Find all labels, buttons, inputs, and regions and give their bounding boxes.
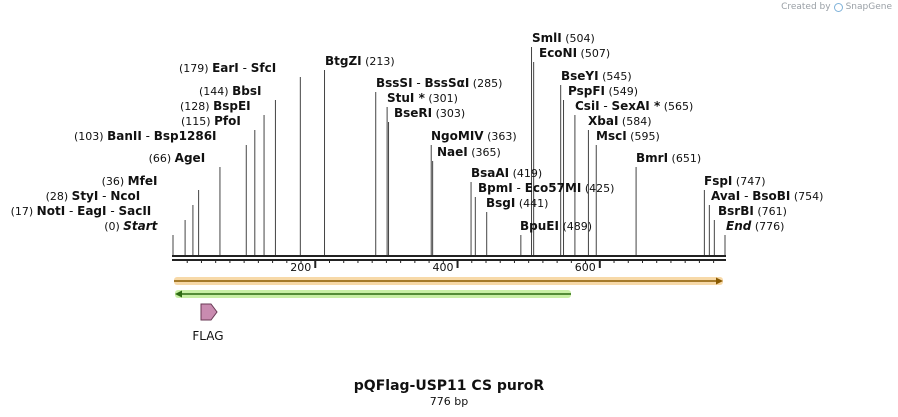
site-label-23[interactable]: (28) StyI - NcoI xyxy=(46,189,141,203)
site-label-5[interactable]: BssSI - BssSαI (285) xyxy=(376,76,502,90)
site-labels: SmlI (504)EcoNI (507) (179) EarI - SfcI Bt… xyxy=(11,31,824,233)
site-label-14[interactable]: (103) BanII - Bsp1286I xyxy=(74,129,217,143)
green-feature-arrow[interactable] xyxy=(175,290,571,298)
ruler-label-600: 600 xyxy=(575,261,596,274)
credit-app-name: SnapGene xyxy=(845,2,892,12)
site-label-29[interactable]: (0) Start xyxy=(104,219,158,233)
site-label-16[interactable]: MscI (595) xyxy=(596,129,660,143)
site-label-12[interactable]: XbaI (584) xyxy=(588,114,651,128)
ruler: 200 400 600 xyxy=(186,261,715,274)
orange-feature-arrow[interactable] xyxy=(174,277,723,285)
site-label-10[interactable]: (128) BspEI xyxy=(180,99,251,113)
site-label-15[interactable]: NgoMIV (363) xyxy=(431,129,517,143)
site-label-31[interactable]: End (776) xyxy=(726,219,784,233)
site-label-20[interactable]: BsaAI (419) xyxy=(471,166,542,180)
site-label-26[interactable]: BsgI (441) xyxy=(486,196,548,210)
snapgene-credit: Created by SnapGene xyxy=(781,2,892,12)
ruler-label-400: 400 xyxy=(433,261,454,274)
site-label-17[interactable]: NaeI (365) xyxy=(437,145,501,159)
map-title: pQFlag-USP11 CS puroR xyxy=(354,378,545,394)
site-label-21[interactable]: (36) MfeI xyxy=(102,174,158,188)
site-label-22[interactable]: FspI (747) xyxy=(704,174,765,188)
site-label-19[interactable]: BmrI (651) xyxy=(636,151,701,165)
site-lines xyxy=(172,47,726,255)
snapgene-logo-icon xyxy=(833,2,843,12)
site-label-9[interactable]: CsiI - SexAI * (565) xyxy=(575,99,693,113)
site-label-1[interactable]: EcoNI (507) xyxy=(539,46,610,60)
site-label-24[interactable]: BpmI - Eco57MI (425) xyxy=(478,181,614,195)
site-label-2[interactable]: (179) EarI - SfcI xyxy=(179,61,276,75)
site-label-7[interactable]: (144) BbsI xyxy=(199,84,261,98)
flag-feature[interactable]: FLAG xyxy=(192,303,224,343)
site-label-3[interactable]: BtgZI (213) xyxy=(325,54,395,68)
ruler-label-200: 200 xyxy=(290,261,311,274)
site-label-0[interactable]: SmlI (504) xyxy=(532,31,595,45)
site-label-13[interactable]: (115) PfoI xyxy=(181,114,241,128)
credit-created-by: Created by xyxy=(781,2,831,12)
site-label-28[interactable]: BsrBI (761) xyxy=(718,204,787,218)
site-label-30[interactable]: BpuEI (489) xyxy=(520,219,592,233)
site-label-25[interactable]: AvaI - BsoBI (754) xyxy=(711,189,823,203)
site-label-27[interactable]: (17) NotI - EagI - SacII xyxy=(11,204,152,218)
site-label-11[interactable]: BseRI (303) xyxy=(394,106,465,120)
site-label-8[interactable]: StuI * (301) xyxy=(387,91,458,105)
site-label-4[interactable]: BseYI (545) xyxy=(561,69,632,83)
site-label-18[interactable]: (66) AgeI xyxy=(149,151,206,165)
flag-label: FLAG xyxy=(192,329,223,343)
site-label-6[interactable]: PspFI (549) xyxy=(568,84,638,98)
flag-arrow-icon[interactable] xyxy=(200,303,218,321)
map-length: 776 bp xyxy=(430,395,468,408)
